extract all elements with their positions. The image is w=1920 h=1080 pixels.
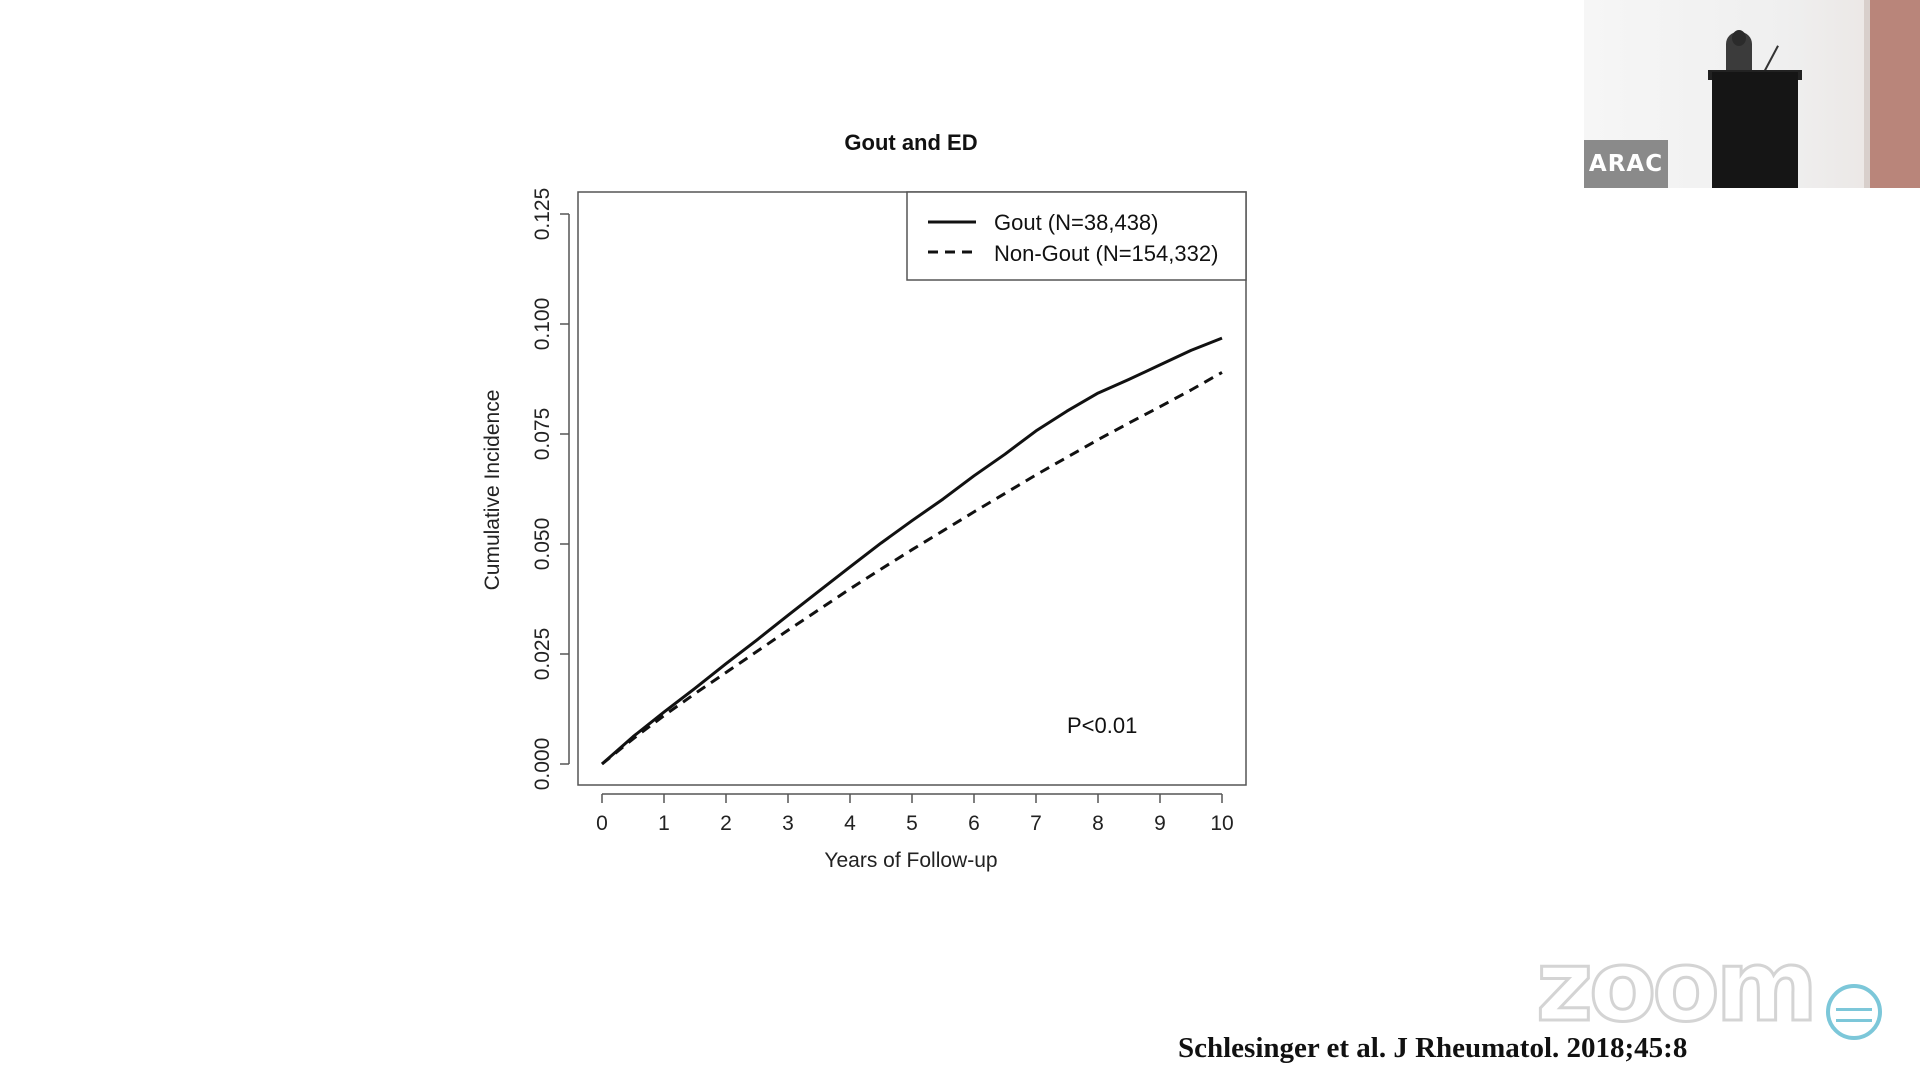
series-line-non-gout [601,371,1223,766]
y-tick-label: 0.075 [531,408,554,461]
wall-panel-red [1870,0,1920,188]
x-tick-label: 7 [1030,812,1042,835]
y-tick-label: 0.050 [531,518,554,571]
legend-label-gout: Gout (N=38,438) [994,210,1158,235]
zoom-watermark: zoom [1535,929,1820,1046]
series-line-gout [601,336,1223,766]
y-tick-label: 0.125 [531,188,554,241]
x-axis-label: Years of Follow-up [824,849,997,872]
citation-text: Schlesinger et al. J Rheumatol. 2018;45:… [1178,1032,1688,1064]
x-axis: 0 1 2 3 4 5 6 7 8 9 10 [596,793,1234,835]
y-axis: 0.000 0.025 0.050 0.075 0.100 0.125 [531,188,570,791]
x-tick-label: 6 [968,812,980,835]
x-tick-label: 8 [1092,812,1104,835]
x-tick-label: 4 [844,812,856,835]
x-tick-label: 3 [782,812,794,835]
wall-panel [1864,0,1870,188]
legend: Gout (N=38,438) Non-Gout (N=154,332) [906,191,1247,281]
y-tick-label: 0.025 [531,628,554,681]
p-value-annotation: P<0.01 [1067,713,1137,738]
podium [1712,72,1798,188]
plot-frame [577,191,1247,786]
series-layer [601,336,1223,766]
speaker-head [1732,30,1746,46]
y-tick-label: 0.100 [531,298,554,351]
y-tick-label: 0.000 [531,738,554,791]
chart-title: Gout and ED [844,130,977,155]
speaker-video-thumbnail[interactable]: ARAC [1584,0,1920,188]
arac-badge: ARAC [1584,140,1668,188]
microphone-icon [1763,45,1779,73]
y-axis-label: Cumulative Incidence [481,390,504,591]
legend-box [906,191,1247,281]
x-tick-label: 5 [906,812,918,835]
x-tick-label: 9 [1154,812,1166,835]
legend-label-non-gout: Non-Gout (N=154,332) [994,241,1218,266]
globe-logo-icon [1826,984,1882,1040]
x-tick-label: 1 [658,812,670,835]
x-tick-label: 10 [1210,812,1233,835]
x-tick-label: 0 [596,812,608,835]
x-tick-label: 2 [720,812,732,835]
